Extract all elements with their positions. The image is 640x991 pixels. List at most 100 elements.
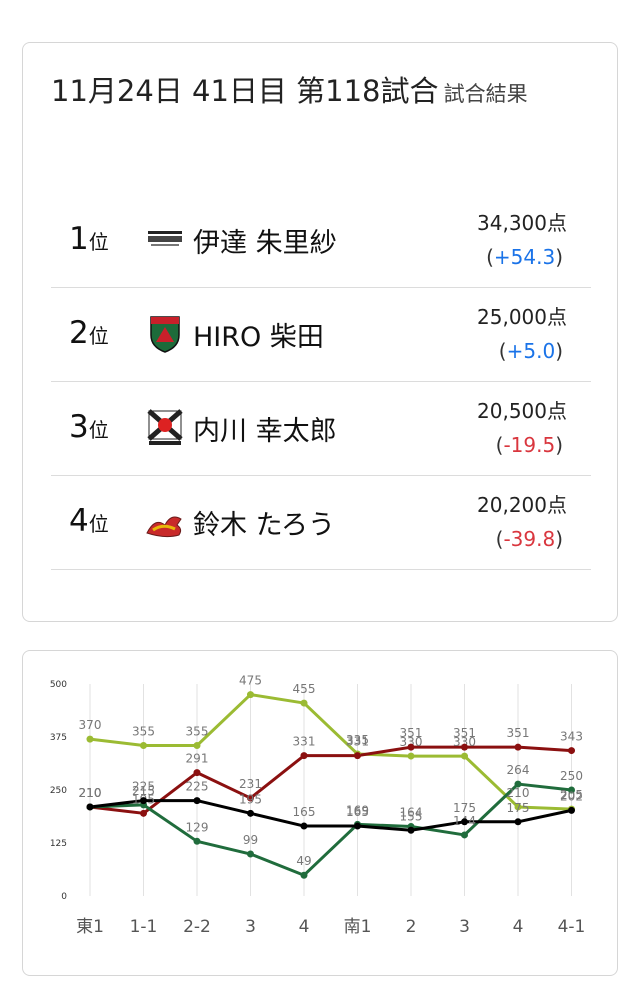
data-label: 210 (79, 786, 102, 800)
data-label: 195 (239, 792, 262, 806)
match-title: 11月24日 41日目 第118試合 試合結果 (51, 71, 591, 116)
data-label: 155 (400, 809, 423, 823)
data-point (140, 797, 147, 805)
x-tick-label: 3 (459, 917, 470, 937)
data-point (568, 806, 575, 814)
data-label: 264 (507, 763, 530, 777)
dragon-team-logo-icon (146, 516, 182, 538)
data-point (568, 786, 575, 794)
data-label: 331 (293, 735, 316, 749)
data-label: 250 (560, 769, 583, 783)
final-points: 20,200点 (477, 493, 567, 517)
final-points: 25,000点 (477, 305, 567, 329)
series-line (89, 782, 572, 877)
x-tick-label: 4 (513, 917, 524, 937)
data-label: 351 (507, 726, 530, 740)
data-point (140, 741, 147, 749)
data-label: 210 (79, 786, 102, 800)
player-name[interactable]: 伊達 朱里紗 (193, 228, 337, 259)
data-label: 210 (79, 786, 102, 800)
data-label: 343 (560, 730, 583, 744)
data-label: 175 (453, 801, 476, 815)
data-point (461, 752, 468, 760)
konami-team-logo-icon (148, 231, 182, 246)
data-point (461, 743, 468, 751)
score-line-chart: 東1 1-1 2-2 3 4 南1 2 3 4 4-1 0 125 250 375 500 370 355 355… (50, 674, 586, 937)
data-label: 215 (132, 784, 155, 798)
data-point (461, 818, 468, 826)
ranking-row-1[interactable]: 1位 伊達 朱里紗 34,300点 (+54.3) (51, 193, 591, 288)
data-point (407, 752, 415, 760)
ranking-row-4[interactable]: 4位 鈴木 たろう 20,200点 (-39.8) (51, 475, 591, 570)
final-points: 20,500点 (477, 399, 567, 423)
rank-number: 1位 (69, 221, 109, 257)
match-result-card: 11月24日 41日目 第118試合 試合結果 1位 伊達 朱里紗 34,300… (22, 42, 618, 622)
data-point (247, 691, 254, 699)
x-tick-label: 2-2 (183, 917, 211, 937)
data-label: 175 (507, 801, 530, 815)
data-label: 351 (453, 726, 476, 740)
y-tick-label: 0 (61, 892, 67, 902)
score-chart-card: 東1 1-1 2-2 3 4 南1 2 3 4 4-1 0 125 250 375 500 370 355 355… (22, 650, 618, 976)
series-line (89, 693, 572, 811)
data-label: 225 (186, 780, 209, 794)
player-name[interactable]: HIRO 柴田 (193, 322, 324, 353)
series-line (89, 799, 572, 832)
x-tick-label: 3 (245, 917, 256, 937)
data-point (514, 818, 522, 826)
data-point (514, 803, 522, 811)
x-tick-label: 4-1 (558, 917, 586, 937)
data-point (193, 769, 201, 777)
data-point (247, 809, 254, 817)
data-label: 165 (346, 805, 369, 819)
data-label: 455 (293, 682, 316, 696)
data-point (354, 822, 361, 830)
y-tick-label: 250 (50, 786, 67, 796)
data-point (461, 831, 468, 839)
data-label: 202 (560, 789, 583, 803)
data-point (300, 822, 308, 830)
score-delta: (+54.3) (486, 245, 563, 269)
data-point (514, 780, 522, 788)
x-tick-label: 南1 (344, 917, 372, 937)
score-delta: (-19.5) (495, 433, 563, 457)
data-label: 330 (400, 735, 423, 749)
ranking-row-2[interactable]: 2位 HIRO 柴田 25,000点 (+5.0) (51, 287, 591, 382)
data-point (247, 794, 254, 802)
data-label: 291 (186, 752, 209, 766)
data-point (247, 850, 254, 858)
data-label: 164 (400, 805, 423, 819)
data-label: 129 (186, 820, 209, 834)
score-delta: (-39.8) (495, 527, 563, 551)
x-tick-label: 4 (299, 917, 310, 937)
fu-rinkazan-team-logo-icon (147, 409, 183, 445)
rank-number: 2位 (69, 315, 109, 351)
y-tick-label: 125 (50, 839, 67, 849)
data-point (193, 837, 201, 845)
data-label: 331 (346, 735, 369, 749)
y-tick-label: 500 (50, 680, 67, 690)
x-tick-label: 東1 (76, 917, 104, 937)
data-point (300, 752, 308, 760)
data-point (514, 743, 522, 751)
data-point (300, 699, 308, 707)
x-tick-label: 1-1 (130, 917, 158, 937)
data-label: 335 (346, 733, 369, 747)
ranking-row-3[interactable]: 3位 内川 幸太郎 20,500点 (-19.5) (51, 381, 591, 476)
data-label: 231 (239, 777, 262, 791)
rank-number: 4位 (69, 503, 109, 539)
data-label: 165 (293, 805, 316, 819)
final-points: 34,300点 (477, 211, 567, 235)
data-label: 205 (560, 788, 583, 802)
player-name[interactable]: 内川 幸太郎 (193, 416, 337, 447)
x-tick-label: 2 (406, 917, 417, 937)
data-label: 330 (453, 735, 476, 749)
data-label: 225 (132, 780, 155, 794)
player-name[interactable]: 鈴木 たろう (193, 510, 335, 541)
data-label: 49 (296, 854, 311, 868)
match-title-main: 11月24日 41日目 第118試合 (51, 74, 439, 108)
data-label: 210 (507, 786, 530, 800)
data-point (354, 752, 361, 760)
data-label: 351 (400, 726, 423, 740)
data-point (86, 803, 94, 811)
